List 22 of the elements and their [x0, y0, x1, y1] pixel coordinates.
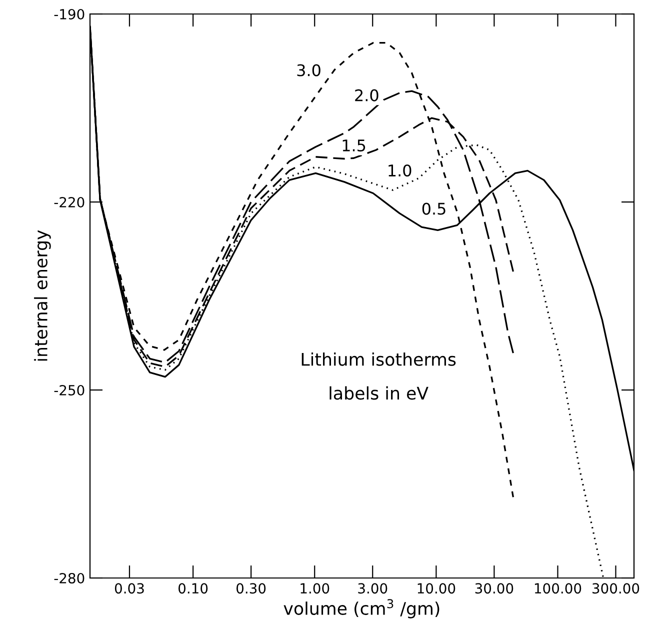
annotation: 2.0: [355, 89, 378, 102]
y-tick-label: -190: [54, 8, 84, 20]
x-tick-label: 30.00: [475, 583, 514, 594]
x-tick-label: 1.00: [300, 583, 330, 594]
x-axis-title: volume (cm$^{3}$ /gm): [284, 599, 440, 618]
annotation: 0.5: [422, 202, 446, 215]
y-axis-title: internal energy: [34, 230, 51, 361]
annotation: 3.0: [297, 64, 320, 76]
annotation: 1.5: [342, 140, 366, 152]
annotation: 1.0: [388, 164, 412, 177]
x-tick-label: 300.00: [592, 583, 640, 594]
x-tick-label: 0.10: [178, 583, 208, 594]
annotation: labels in eV: [330, 386, 428, 400]
y-tick-label: -280: [54, 572, 84, 584]
x-tick-label: 3.00: [358, 583, 388, 594]
annotation: Lithium isotherms: [302, 352, 456, 366]
x-tick-label: 100.00: [534, 583, 582, 594]
x-tick-label: 0.30: [236, 583, 266, 594]
x-tick-label: 10.00: [418, 583, 456, 594]
x-tick-label: 0.03: [114, 583, 144, 594]
y-tick-label: -250: [54, 384, 84, 396]
y-tick-label: -220: [54, 196, 84, 208]
